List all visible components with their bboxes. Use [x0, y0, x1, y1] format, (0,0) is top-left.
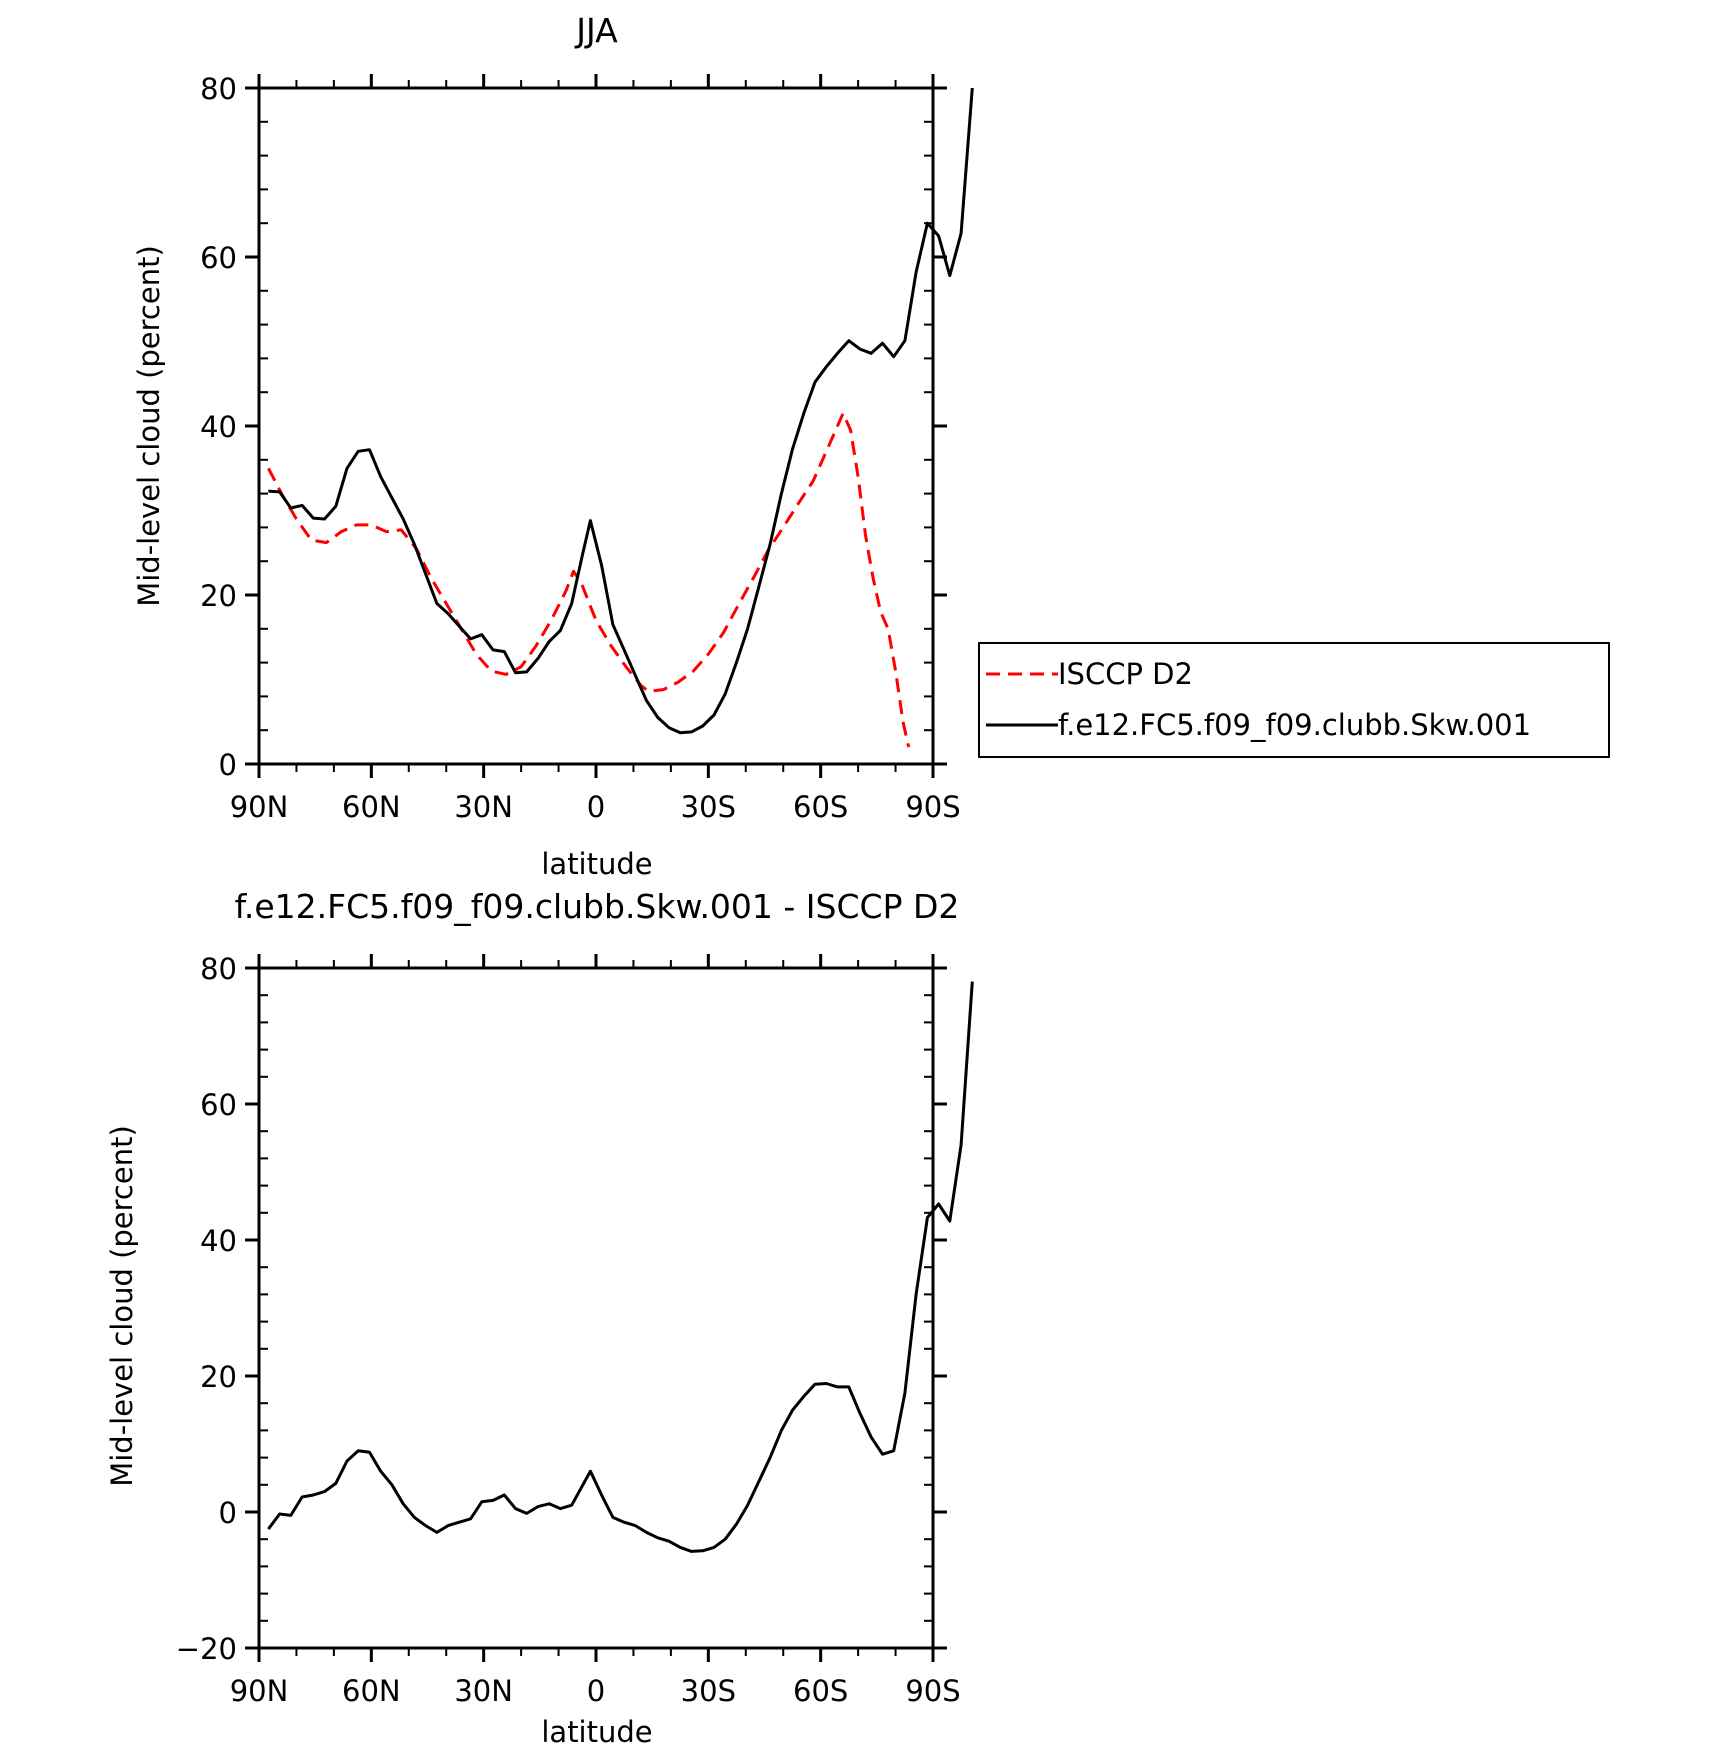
- axis-ticks: [245, 954, 947, 1662]
- legend-label-model: f.e12.FC5.f09_f09.clubb.Skw.001: [1058, 708, 1531, 742]
- y-tick-label: 80: [200, 72, 237, 106]
- y-axis-label: Mid-level cloud (percent): [132, 245, 166, 607]
- x-tick-label: 30N: [454, 790, 513, 824]
- x-axis-label: latitude: [541, 847, 652, 881]
- y-tick-label: 80: [200, 952, 237, 986]
- series-line-1: [268, 87, 974, 735]
- x-tick-label: 60N: [342, 790, 401, 824]
- y-tick-labels: 0 20 40 60 80: [200, 72, 237, 782]
- x-tick-label: 60S: [793, 790, 848, 824]
- x-tick-label: 90N: [230, 1674, 289, 1708]
- x-tick-label: 60S: [793, 1674, 848, 1708]
- y-tick-label: 40: [200, 1224, 237, 1258]
- series-line-0: [267, 411, 911, 748]
- x-tick-label: 90S: [905, 1674, 960, 1708]
- y-tick-label: 20: [200, 579, 237, 613]
- top-line-chart: JJA 90N 60N 30N 0 30S 60S 90S 0 20 40 60 80 latitu…: [132, 11, 1610, 881]
- y-tick-label: 40: [200, 410, 237, 444]
- y-tick-label: 0: [219, 748, 237, 782]
- x-tick-label: 30S: [681, 790, 736, 824]
- legend: ISCCP D2 f.e12.FC5.f09_f09.clubb.Skw.001: [978, 642, 1610, 758]
- y-tick-labels: −20 0 20 40 60 80: [176, 952, 237, 1666]
- x-axis-label: latitude: [541, 1715, 652, 1749]
- y-tick-label: −20: [176, 1632, 237, 1666]
- x-tick-labels: 90N 60N 30N 0 30S 60S 90S: [230, 1674, 961, 1708]
- plot-frame: [257, 966, 935, 1650]
- chart-title: JJA: [574, 11, 618, 50]
- y-axis-label: Mid-level cloud (percent): [105, 1125, 139, 1487]
- legend-label-isccp: ISCCP D2: [1058, 657, 1193, 691]
- difference-line-chart: f.e12.FC5.f09_f09.clubb.Skw.001 - ISCCP …: [105, 887, 974, 1749]
- series-lines: [267, 981, 974, 1553]
- chart-title: f.e12.FC5.f09_f09.clubb.Skw.001 - ISCCP …: [235, 887, 960, 926]
- x-tick-label: 0: [587, 790, 605, 824]
- x-tick-labels: 90N 60N 30N 0 30S 60S 90S: [230, 790, 961, 824]
- x-tick-label: 30S: [681, 1674, 736, 1708]
- legend-box: [978, 642, 1610, 758]
- y-tick-label: 20: [200, 1360, 237, 1394]
- plot-frame: [257, 86, 935, 766]
- x-tick-label: 90S: [905, 790, 960, 824]
- axis-ticks: [245, 74, 947, 778]
- x-tick-label: 90N: [230, 790, 289, 824]
- x-tick-label: 60N: [342, 1674, 401, 1708]
- y-tick-label: 60: [200, 241, 237, 275]
- series-line-0: [267, 981, 974, 1553]
- series-lines: [267, 87, 974, 748]
- y-tick-label: 0: [219, 1496, 237, 1530]
- x-tick-label: 0: [587, 1674, 605, 1708]
- y-tick-label: 60: [200, 1088, 237, 1122]
- x-tick-label: 30N: [454, 1674, 513, 1708]
